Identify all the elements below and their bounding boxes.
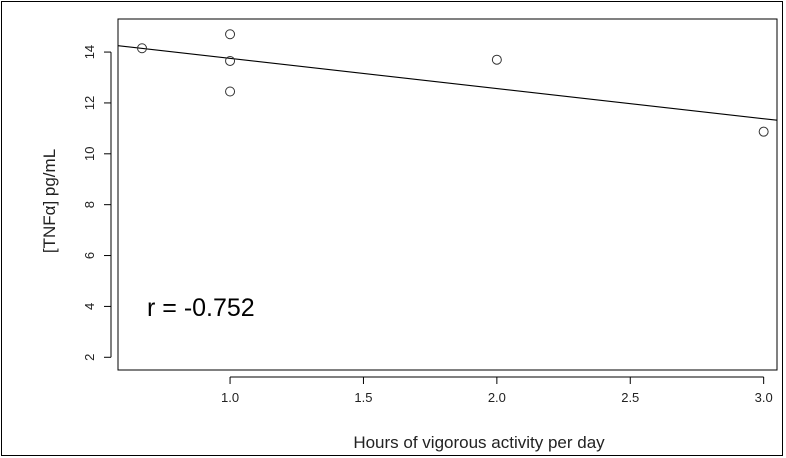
y-tick-label: 12 [82, 96, 97, 110]
y-tick-label: 10 [82, 147, 97, 161]
y-tick-label: 4 [82, 303, 97, 310]
data-points [137, 29, 769, 137]
data-point [225, 86, 236, 97]
y-axis-title: [TNFα] pg/mL [40, 149, 59, 253]
data-point [225, 29, 236, 40]
data-point [491, 54, 502, 65]
regression-line [117, 45, 778, 121]
y-tick-label: 6 [82, 252, 97, 259]
y-tick-label: 2 [82, 354, 97, 361]
x-axis-title: Hours of vigorous activity per day [353, 433, 605, 452]
data-point [758, 126, 769, 137]
annotation-r: r = -0.752 [147, 294, 255, 322]
plot-box [117, 18, 778, 371]
y-tick-label: 8 [82, 201, 97, 208]
x-tick-label: 2.0 [488, 390, 506, 405]
data-point [225, 55, 236, 66]
x-tick-label: 1.0 [221, 390, 239, 405]
x-tick-label: 3.0 [755, 390, 773, 405]
x-tick-label: 1.5 [354, 390, 372, 405]
y-tick-label: 14 [82, 45, 97, 59]
regression-line-group [117, 45, 778, 121]
y-axis: 2 4 6 8 10 12 14 [82, 45, 112, 361]
x-axis: 1.0 1.5 2.0 2.5 3.0 [221, 376, 773, 405]
x-tick-label: 2.5 [621, 390, 639, 405]
data-point [137, 43, 148, 54]
